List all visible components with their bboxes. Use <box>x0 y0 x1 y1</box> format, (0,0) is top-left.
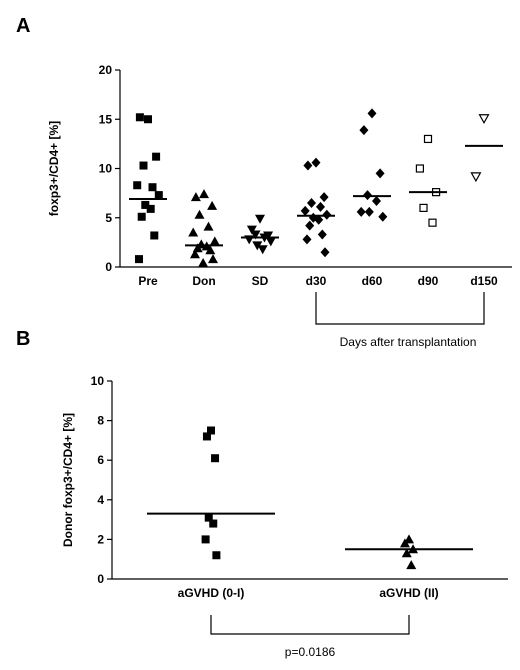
panel-b-y-tick-label: 10 <box>91 374 105 388</box>
panel-a-point <box>205 245 216 255</box>
panel-a-point <box>246 225 257 235</box>
panel-a-point <box>305 220 315 231</box>
panel-a-point <box>190 249 200 259</box>
panel-a-point <box>364 206 374 217</box>
panel-a-x-tick-label: d60 <box>362 274 383 288</box>
panel-a-letter: A <box>16 15 30 37</box>
panel-b-y-tick-label: 6 <box>97 453 104 467</box>
panel-a-bracket <box>315 292 485 325</box>
panel-b-point <box>401 548 412 558</box>
panel-a-point <box>470 172 482 183</box>
panel-a-point <box>372 196 381 207</box>
panel-a-point <box>154 191 163 200</box>
panel-a-point <box>300 205 310 216</box>
panel-b-letter: B <box>16 328 30 350</box>
panel-a-point <box>250 230 261 240</box>
panel-b-point <box>202 432 211 441</box>
panel-a-point <box>135 113 144 122</box>
panel-a-point <box>478 114 490 124</box>
panel-b-point <box>406 560 417 570</box>
panel-a-point <box>208 254 218 264</box>
panel-b-x-tick-label: aGVHD (II) <box>379 586 438 600</box>
panel-a-point <box>303 160 313 171</box>
panel-a-x-tick-label: Don <box>192 274 215 288</box>
panel-a-point <box>257 245 268 255</box>
panel-a-point <box>194 209 205 219</box>
panel-b-point <box>209 519 218 528</box>
panel-a-point <box>419 203 428 212</box>
panel-a-point <box>190 192 201 202</box>
panel-a-point <box>428 218 437 227</box>
panel-a-point <box>199 189 209 199</box>
panel-a-point <box>359 125 369 136</box>
panel-b-y-tick-label: 0 <box>97 572 104 586</box>
panel-a-y-tick-label: 20 <box>99 63 113 77</box>
panel-b-y-tick-label: 4 <box>97 493 104 507</box>
panel-a-chart: 0 5 10 15 20 foxp3+/CD4+ [%] Pre Don SD d30 d60 d90… <box>47 63 512 349</box>
panel-a-point <box>209 236 220 246</box>
panel-a-point <box>375 168 385 179</box>
panel-a-point <box>314 214 324 225</box>
panel-a-x-tick-label: Pre <box>138 274 158 288</box>
panel-a-point <box>316 201 325 212</box>
panel-a-point <box>319 192 329 203</box>
panel-a-x-tick-label: SD <box>252 274 269 288</box>
panel-b-bracket <box>210 615 410 635</box>
panel-a-point <box>150 231 159 240</box>
panel-a-point <box>188 227 199 237</box>
panel-a-point <box>137 212 146 221</box>
panel-a-point <box>152 152 161 161</box>
panel-a-point <box>265 237 276 247</box>
panel-b-bracket-label: p=0.0186 <box>285 645 336 659</box>
panel-a-y-tick-label: 5 <box>105 211 112 225</box>
panel-a-point <box>203 221 214 231</box>
panel-a-point <box>144 115 152 124</box>
panel-b-point <box>201 535 210 544</box>
panel-a-point <box>423 134 433 144</box>
panel-a-point <box>207 200 218 210</box>
panel-b-point <box>211 454 220 463</box>
panel-a-point <box>302 234 312 245</box>
panel-a-y-axis-label: foxp3+/CD4+ [%] <box>47 121 61 216</box>
panel-b-point <box>212 551 221 560</box>
panel-b-point <box>399 538 410 548</box>
panel-a-bracket-label: Days after transplantation <box>340 335 477 349</box>
panel-a-point <box>146 204 155 213</box>
panel-a-point <box>148 183 157 192</box>
panel-a-point <box>307 197 316 208</box>
panel-a-point <box>378 211 388 222</box>
panel-a-point <box>320 247 330 258</box>
panel-a-y-tick-label: 10 <box>99 162 113 176</box>
panel-a-point <box>139 161 148 170</box>
panel-a-point <box>133 181 142 190</box>
panel-a-point <box>415 164 424 173</box>
panel-b-y-tick-label: 2 <box>97 532 104 546</box>
panel-b-point <box>204 513 213 522</box>
panel-b-chart: 0 2 4 6 8 10 Donor foxp3+/CD4+ [%] aGVHD (0-I) a… <box>61 374 508 659</box>
panel-b-y-tick-label: 8 <box>97 414 104 428</box>
panel-a-point <box>135 255 143 264</box>
panel-b-point <box>207 426 215 435</box>
panel-a-y-tick-label: 15 <box>99 112 113 126</box>
panel-a-point <box>317 229 327 240</box>
panel-a-point <box>311 157 321 168</box>
panel-b-y-axis-label: Donor foxp3+/CD4+ [%] <box>61 413 75 547</box>
panel-a-x-tick-label: d150 <box>470 274 498 288</box>
panel-a-point <box>252 241 263 251</box>
panel-a-point <box>356 206 366 217</box>
panel-a-x-tick-label: d30 <box>306 274 327 288</box>
panel-a-point <box>255 214 265 224</box>
panel-a-y-tick-label: 0 <box>105 260 112 274</box>
panel-b-x-tick-label: aGVHD (0-I) <box>178 586 245 600</box>
panel-a-point <box>198 258 209 268</box>
panel-a-x-tick-label: d90 <box>418 274 439 288</box>
panel-a-point <box>367 108 377 119</box>
panel-a-point <box>141 200 150 209</box>
